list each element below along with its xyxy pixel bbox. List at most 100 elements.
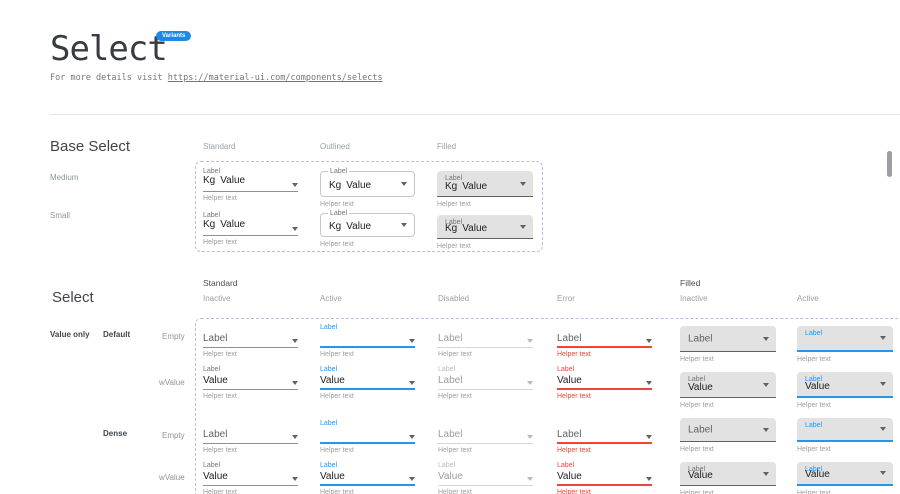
page-title: Select	[50, 29, 168, 69]
helper-text: Helper text	[320, 201, 354, 208]
field-placeholder: Label	[438, 333, 463, 344]
select-filled-active-dense-wvalue[interactable]: Label Value Helper text	[797, 462, 893, 494]
base-outlined-medium-select[interactable]: Label Kg Value Helper text	[320, 167, 415, 208]
base-filled-medium-select[interactable]: Label Kg Value Helper text	[437, 171, 533, 208]
dropdown-arrow-icon	[409, 381, 415, 385]
dropdown-arrow-icon	[520, 224, 526, 229]
dropdown-arrow-icon	[401, 222, 407, 227]
row-dense-empty: Empty	[162, 431, 185, 440]
row-dense-wvalue: wValue	[159, 473, 185, 482]
dropdown-arrow-icon	[763, 427, 769, 432]
field-placeholder: Label	[438, 429, 463, 440]
scrollbar-thumb[interactable]	[887, 151, 892, 177]
field-label: Label	[203, 212, 221, 219]
select-standard-active-dense-empty[interactable]: Label Helper text	[320, 419, 415, 454]
select-standard-error-dense-wvalue[interactable]: Label Value Helper text	[557, 461, 652, 494]
field-value: Value	[462, 181, 488, 192]
field-adornment: Kg	[329, 221, 342, 232]
select-standard-disabled-wvalue: Label Label Helper text	[438, 365, 533, 400]
select-standard-inactive-wvalue[interactable]: Label Value Helper text	[203, 365, 298, 400]
select-standard-error-wvalue[interactable]: Label Value Helper text	[557, 365, 652, 400]
field-label: Label	[688, 466, 706, 473]
dropdown-arrow-icon	[880, 427, 886, 431]
helper-text: Helper text	[320, 393, 354, 400]
field-placeholder: Label	[203, 333, 228, 344]
base-outlined-small-select[interactable]: Label Kg Value Helper text	[320, 209, 415, 248]
base-standard-small-select[interactable]: Label Kg Value Helper text	[203, 211, 298, 246]
base-row-medium: Medium	[50, 173, 79, 182]
field-value: Label	[438, 375, 463, 386]
select-standard-error-dense-empty[interactable]: Label Helper text	[557, 419, 652, 454]
dropdown-arrow-icon	[527, 381, 533, 385]
field-label: Label	[805, 376, 823, 383]
select-standard-inactive-dense-wvalue[interactable]: Label Value Helper text	[203, 461, 298, 494]
select-filled-active-dense-empty[interactable]: Label Helper text	[797, 418, 893, 453]
field-adornment: Kg	[329, 180, 342, 191]
base-standard-medium-select[interactable]: Label Kg Value Helper text	[203, 167, 298, 202]
helper-text: Helper text	[797, 446, 831, 453]
select-filled-active-empty[interactable]: Label Helper text	[797, 326, 893, 363]
dropdown-arrow-icon	[292, 435, 298, 439]
row-section-default: Default	[103, 330, 131, 339]
select-filled-inactive-dense-wvalue[interactable]: Label Value Helper text	[680, 462, 776, 494]
field-value: Value	[203, 471, 228, 482]
select-standard-error-empty[interactable]: Label Helper text	[557, 323, 652, 358]
select-filled-active-wvalue[interactable]: Label Value Helper text	[797, 372, 893, 409]
field-label: Label	[805, 422, 823, 429]
state-std-error: Error	[557, 294, 575, 303]
field-label: Label	[203, 462, 221, 469]
select-standard-active-empty[interactable]: Label Helper text	[320, 323, 415, 358]
group-filled: Filled	[680, 278, 701, 288]
field-label: Label	[805, 330, 823, 337]
row-default-empty: Empty	[162, 332, 185, 341]
dropdown-arrow-icon	[880, 382, 886, 386]
select-filled-inactive-empty[interactable]: Label Helper text	[680, 326, 776, 363]
helper-text: Helper text	[203, 195, 237, 202]
select-standard-inactive-dense-empty[interactable]: Label Helper text	[203, 419, 298, 454]
helper-text: Helper text	[203, 239, 237, 246]
row-section-dense: Dense	[103, 429, 128, 438]
select-standard-active-wvalue[interactable]: Label Value Helper text	[320, 365, 415, 400]
state-filled-inactive: Inactive	[680, 294, 708, 303]
helper-text: Helper text	[557, 447, 591, 454]
select-standard-active-dense-wvalue[interactable]: Label Value Helper text	[320, 461, 415, 494]
base-select-heading: Base Select	[50, 138, 131, 155]
row-group-value-only: Value only	[50, 330, 90, 339]
dropdown-arrow-icon	[646, 435, 652, 439]
helper-text: Helper text	[680, 356, 714, 363]
base-filled-small-select[interactable]: Label Kg Value Helper text	[437, 215, 533, 250]
field-label: Label	[688, 376, 706, 383]
field-label: Label	[328, 209, 350, 218]
dropdown-arrow-icon	[401, 181, 407, 186]
dropdown-arrow-icon	[292, 227, 298, 231]
field-value: Value	[557, 471, 582, 482]
material-ui-link[interactable]: https://material-ui.com/components/selec…	[167, 73, 383, 83]
state-std-disabled: Disabled	[438, 294, 470, 303]
field-placeholder: Label	[688, 333, 713, 344]
field-adornment: Kg	[203, 175, 216, 186]
select-filled-inactive-wvalue[interactable]: Label Value Helper text	[680, 372, 776, 409]
dropdown-arrow-icon	[292, 339, 298, 343]
field-value: Value	[805, 469, 830, 480]
field-value: Value	[220, 175, 246, 186]
helper-text: Helper text	[438, 447, 472, 454]
subtitle: For more details visit https://material-…	[50, 73, 383, 83]
field-value: Value	[688, 382, 713, 393]
dropdown-arrow-icon	[520, 181, 526, 186]
helper-text: Helper text	[320, 241, 354, 248]
select-standard-inactive-empty[interactable]: Label Helper text	[203, 323, 298, 358]
select-standard-disabled-dense-empty: Label Helper text	[438, 419, 533, 454]
field-value: Value	[346, 221, 372, 232]
base-select-group-outline	[195, 161, 543, 252]
helper-text: Helper text	[557, 351, 591, 358]
dropdown-arrow-icon	[763, 382, 769, 387]
helper-text: Helper text	[797, 490, 831, 494]
dropdown-arrow-icon	[292, 381, 298, 385]
row-default-wvalue: wValue	[159, 378, 185, 387]
helper-text: Helper text	[557, 393, 591, 400]
base-col-outlined: Outlined	[320, 142, 350, 151]
field-label: Label	[557, 366, 575, 373]
field-value: Value	[320, 375, 345, 386]
dropdown-arrow-icon	[527, 435, 533, 439]
select-filled-inactive-dense-empty[interactable]: Label Helper text	[680, 418, 776, 453]
